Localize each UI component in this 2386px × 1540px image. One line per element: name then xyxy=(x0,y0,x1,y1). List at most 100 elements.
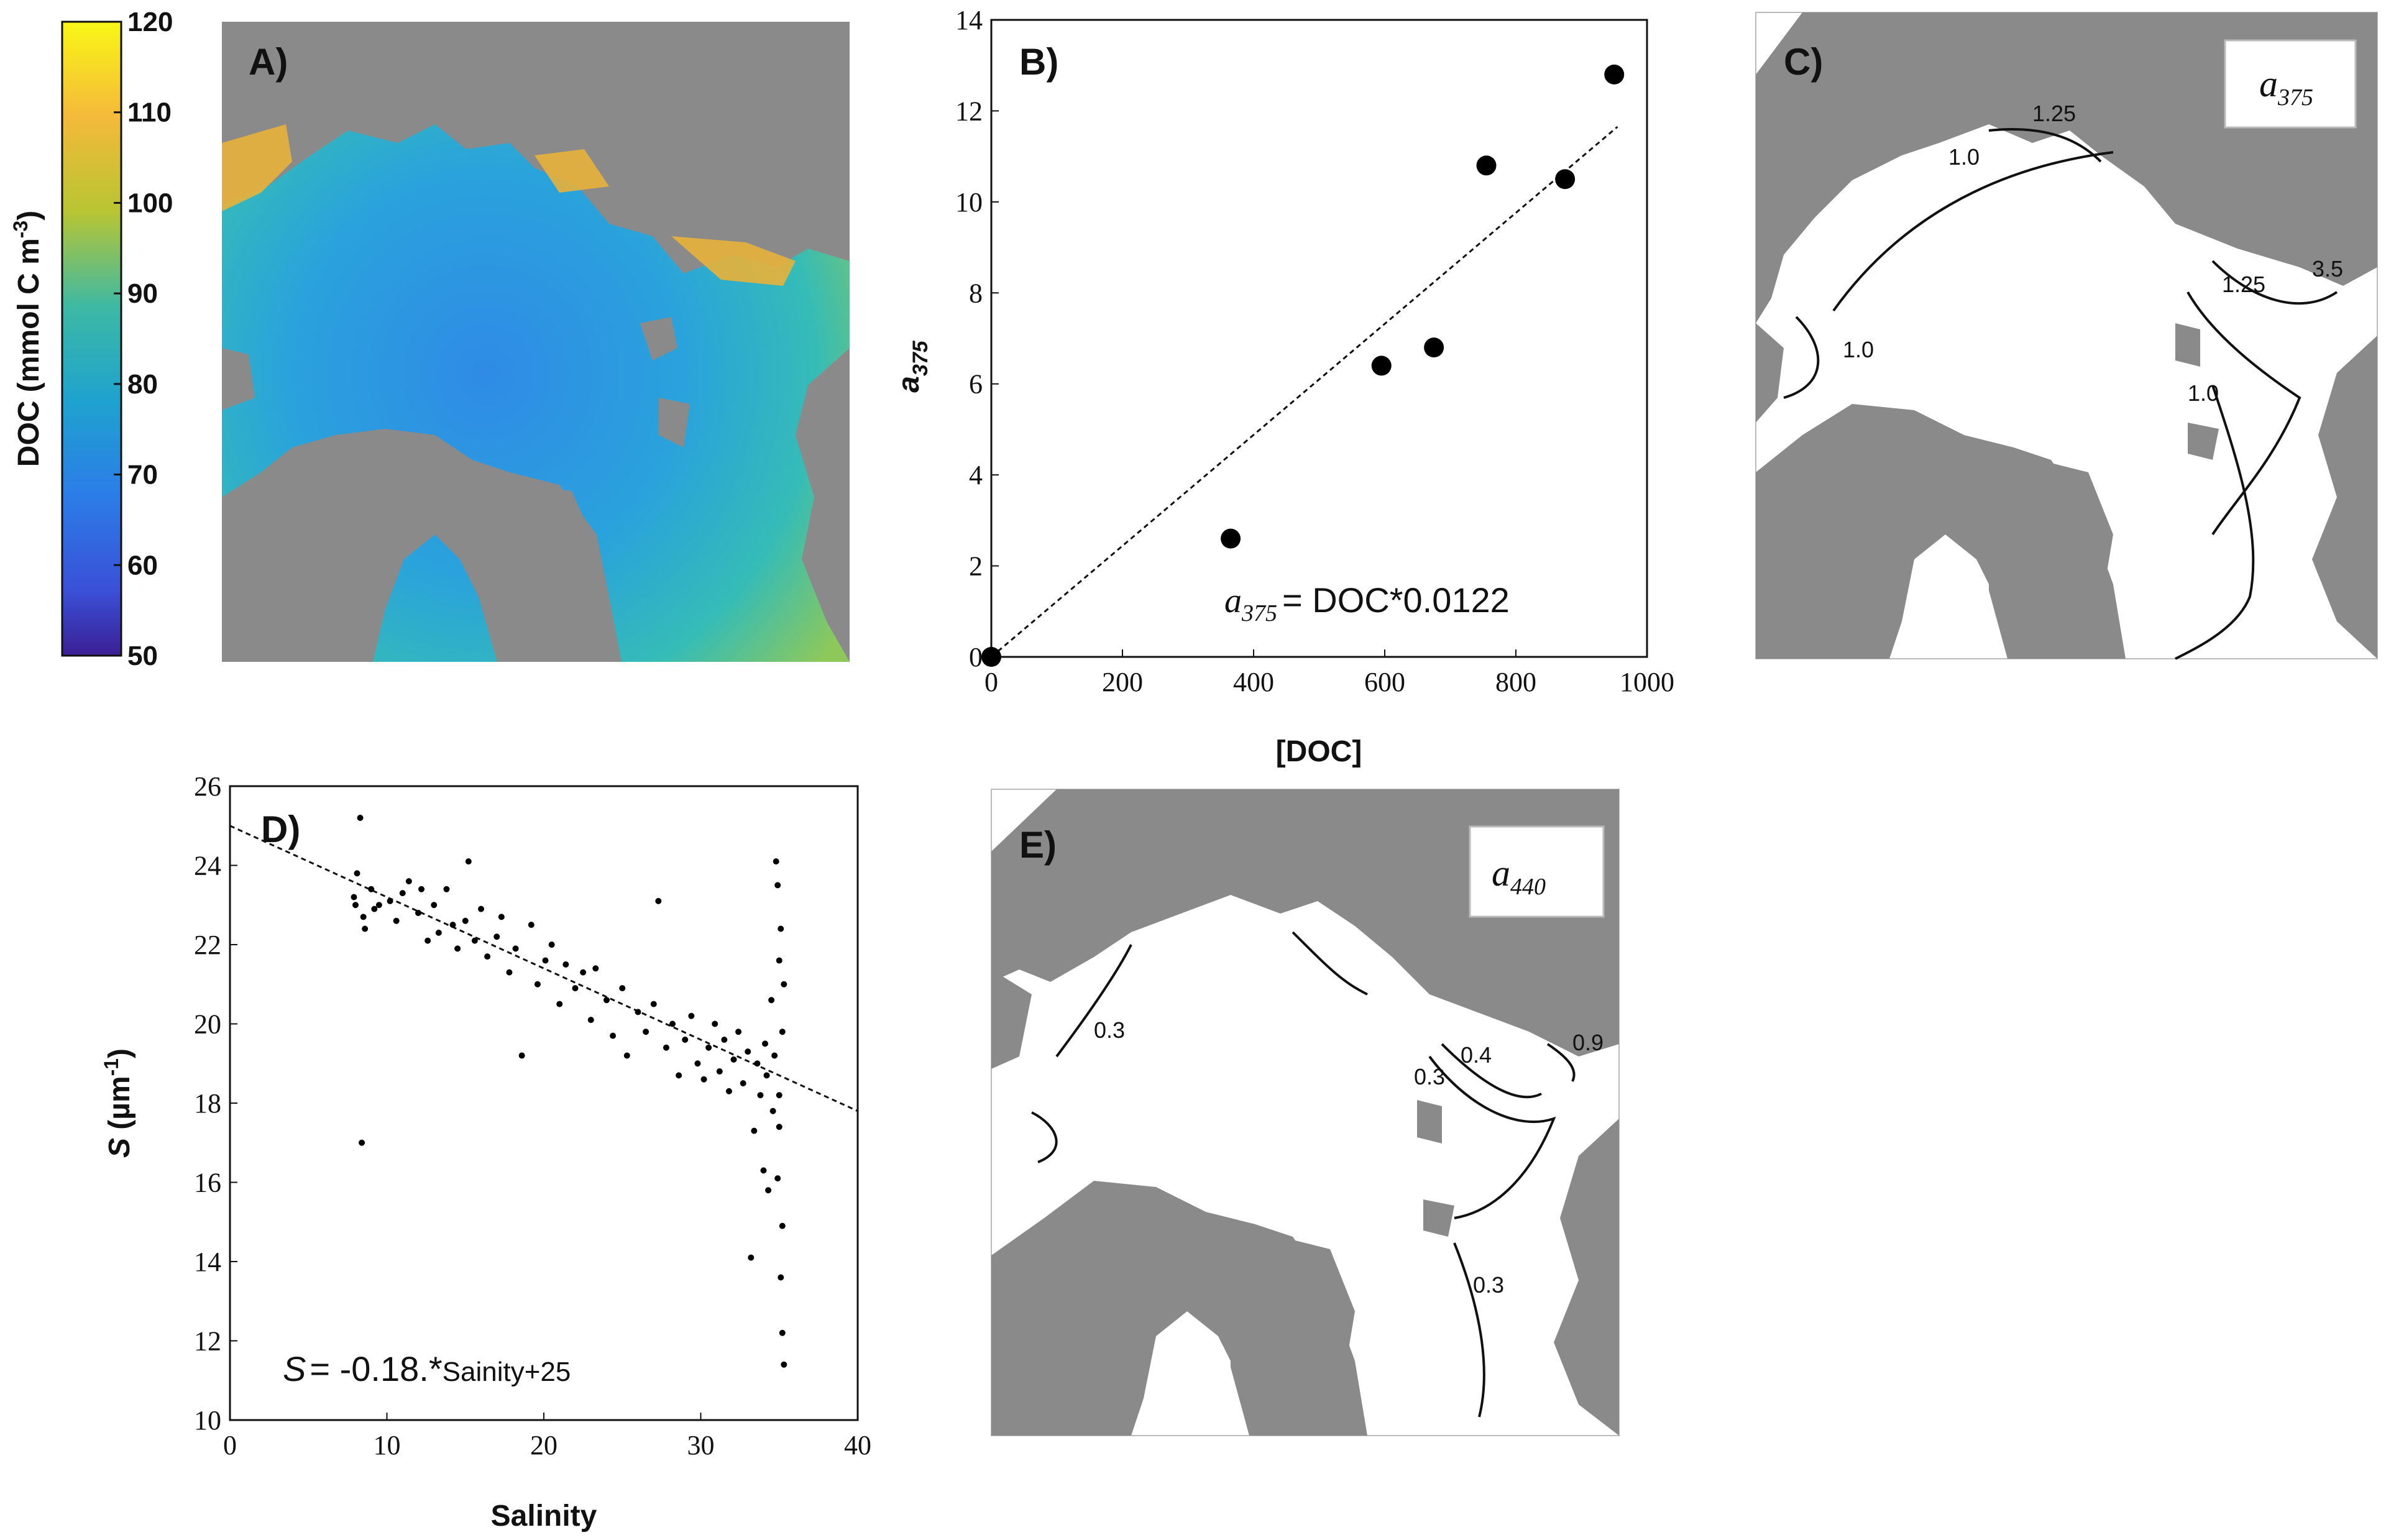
y-tick-label: 20 xyxy=(194,1009,221,1040)
panel-e-land-east xyxy=(1554,1119,1619,1436)
colorbar-label: DOC (mmol C m-3) xyxy=(9,211,45,467)
colorbar-tick-label: 50 xyxy=(127,641,158,671)
data-point xyxy=(705,1044,712,1051)
data-point xyxy=(357,815,364,821)
data-point xyxy=(655,897,662,904)
data-point xyxy=(774,1175,781,1182)
panel-d-points xyxy=(351,815,787,1368)
data-point xyxy=(779,1222,786,1229)
svg-text:0.4: 0.4 xyxy=(1461,1042,1492,1068)
data-point xyxy=(572,985,579,992)
svg-text:3.5: 3.5 xyxy=(2312,256,2343,282)
data-point xyxy=(774,882,781,889)
panel-c-label: C) xyxy=(1784,41,1823,83)
data-point xyxy=(682,1037,689,1043)
panel-e-land-north xyxy=(991,789,1619,1056)
x-tick-label: 20 xyxy=(530,1430,557,1460)
data-point xyxy=(518,1052,525,1059)
svg-text:1.0: 1.0 xyxy=(2188,380,2219,406)
y-tick-label: 24 xyxy=(194,851,221,881)
data-point xyxy=(776,1092,782,1099)
data-point xyxy=(778,1274,784,1281)
data-point xyxy=(454,945,461,952)
x-tick-label: 400 xyxy=(1233,667,1274,697)
data-point xyxy=(534,981,541,988)
data-point xyxy=(360,914,367,920)
data-point xyxy=(352,902,359,909)
panel-d-equation: S = -0.18.*Sainity+25 xyxy=(283,1349,571,1388)
panel-c-map: 1.25 1.0 1.25 3.5 1.0 1.0 a375 C) xyxy=(1755,12,2378,660)
y-tick-label: 10 xyxy=(955,187,983,218)
x-tick-label: 600 xyxy=(1364,667,1405,697)
svg-text:0.3: 0.3 xyxy=(1094,1017,1125,1043)
panel-b-label: B) xyxy=(1019,41,1058,83)
x-tick-label: 0 xyxy=(984,667,998,697)
panel-a-label: A) xyxy=(249,41,288,83)
data-point xyxy=(528,922,535,928)
data-point xyxy=(623,1052,630,1059)
colorbar-tick-label: 100 xyxy=(127,188,173,218)
panel-e-map: 0.3 0.4 0.9 0.3 0.3 a440 E) xyxy=(991,789,1620,1436)
panel-a-islands xyxy=(222,317,690,447)
data-point xyxy=(471,937,478,944)
svg-text:1.0: 1.0 xyxy=(1843,337,1874,362)
data-point xyxy=(548,942,555,948)
panel-c-greenland xyxy=(1989,460,2113,659)
data-point xyxy=(1604,64,1625,85)
panel-e-contour-labels: 0.3 0.4 0.9 0.3 0.3 xyxy=(1094,1017,1604,1298)
x-tick-label: 0 xyxy=(223,1430,237,1460)
data-point xyxy=(768,997,775,1004)
data-point xyxy=(643,1029,649,1035)
data-point xyxy=(751,1127,758,1134)
y-tick-label: 4 xyxy=(969,460,983,490)
panel-e-legend-text: a440 xyxy=(1492,853,1546,900)
data-point xyxy=(375,902,382,909)
data-point xyxy=(354,870,360,877)
svg-text:0.3: 0.3 xyxy=(1414,1064,1445,1089)
x-tick-label: 800 xyxy=(1495,667,1536,697)
data-point xyxy=(694,1060,701,1067)
data-point xyxy=(763,1072,770,1079)
data-point xyxy=(387,897,393,904)
colorbar: 120 110 100 90 80 70 60 50 DOC (mmol C m-3) xyxy=(9,7,173,671)
panel-c-legend-box xyxy=(2224,39,2357,129)
panel-b-ticks: 0 200 400 600 800 1000 0 2 4 6 8 10 12 14 xyxy=(955,5,1674,697)
data-point xyxy=(435,929,442,936)
data-point xyxy=(676,1072,682,1079)
data-point xyxy=(556,1001,563,1007)
panel-d-ylabel: S (µm-1) xyxy=(100,1048,136,1158)
panel-e-greenland xyxy=(1231,1237,1355,1436)
data-point xyxy=(484,953,491,960)
y-tick-label: 18 xyxy=(194,1088,221,1119)
panel-c-islands xyxy=(2175,323,2219,460)
data-point xyxy=(762,1040,769,1047)
panel-d-fit-line xyxy=(229,825,858,1112)
colorbar-ticks: 120 110 100 90 80 70 60 50 xyxy=(114,7,173,671)
panel-b-chart: 0 200 400 600 800 1000 0 2 4 6 8 10 12 14 B) [DOC] a3… xyxy=(892,5,1674,768)
data-point xyxy=(462,917,469,924)
data-point xyxy=(688,1012,695,1019)
panel-e-contours xyxy=(1031,931,1576,1418)
colorbar-tick-label: 110 xyxy=(127,98,172,128)
data-point xyxy=(587,1017,594,1024)
colorbar-tick-label: 60 xyxy=(127,550,158,580)
data-point xyxy=(431,902,438,909)
data-point xyxy=(781,1361,787,1368)
y-tick-label: 2 xyxy=(969,551,983,582)
data-point xyxy=(424,937,431,944)
y-tick-label: 12 xyxy=(194,1326,221,1357)
data-point xyxy=(603,997,610,1004)
data-point xyxy=(359,1139,365,1146)
data-point xyxy=(1555,169,1576,190)
colorbar-tick-label: 90 xyxy=(127,278,158,309)
data-point xyxy=(779,1329,786,1336)
y-tick-label: 10 xyxy=(194,1405,221,1436)
panel-b-ylabel: a375 xyxy=(892,340,932,393)
data-point xyxy=(635,1009,641,1015)
data-point xyxy=(669,1020,676,1027)
data-point xyxy=(610,1032,617,1039)
colorbar-tick-label: 120 xyxy=(127,7,173,37)
